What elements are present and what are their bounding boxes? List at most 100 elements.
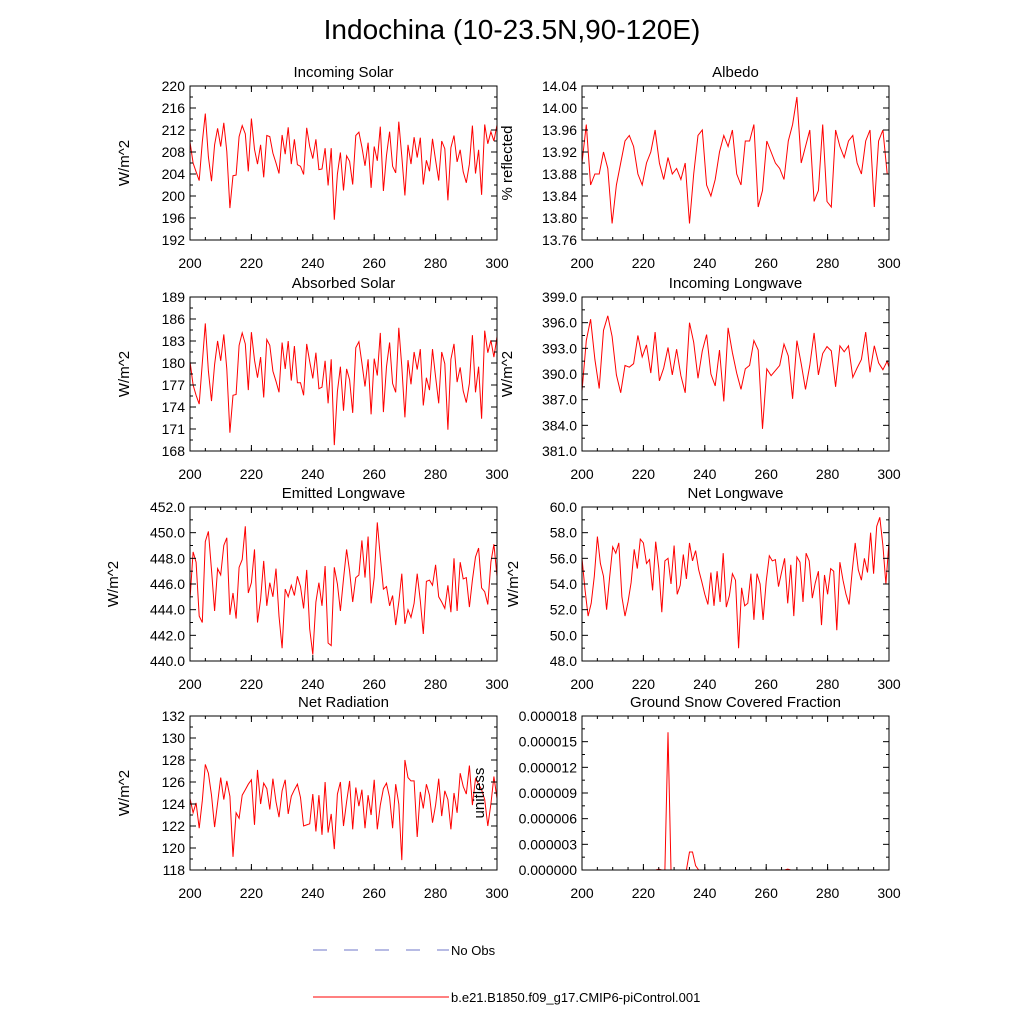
absorbed-solar-ytick-label: 168	[162, 443, 186, 459]
net-radiation-ytick-label: 124	[162, 796, 186, 812]
absorbed-solar-frame	[189, 296, 498, 452]
albedo-ylabel: % reflected	[499, 125, 516, 200]
absorbed-solar-xtick-label: 240	[301, 466, 325, 482]
legend: No Obs b.e21.B1850.f09_g17.CMIP6-piContro…	[313, 943, 700, 1005]
incoming-longwave-xtick-label: 260	[755, 466, 779, 482]
ground-snow-covered-fraction-ytick-label: 0.000000	[519, 862, 578, 878]
albedo-xtick-label: 240	[693, 255, 717, 271]
incoming-longwave-ytick-label: 387.0	[542, 392, 577, 408]
net-longwave-ytick-label: 54.0	[550, 576, 577, 592]
albedo-ytick-label: 14.00	[542, 100, 577, 116]
albedo-xtick-label: 260	[755, 255, 779, 271]
albedo-title: Albedo	[712, 64, 759, 81]
absorbed-solar-ytick-label: 186	[162, 311, 186, 327]
net-radiation-xtick-label: 300	[485, 885, 509, 901]
emitted-longwave-xtick-label: 280	[424, 676, 448, 692]
incoming-solar-xtick-label: 220	[240, 255, 264, 271]
emitted-longwave-xtick-label: 300	[485, 676, 509, 692]
ground-snow-covered-fraction-ytick-label: 0.000018	[519, 708, 578, 724]
incoming-solar-ytick-label: 204	[162, 166, 186, 182]
incoming-longwave-ytick-label: 396.0	[542, 315, 577, 331]
incoming-longwave-xtick-label: 220	[632, 466, 656, 482]
net-longwave-ylabel: W/m^2	[505, 561, 522, 607]
net-radiation-xtick-label: 240	[301, 885, 325, 901]
incoming-solar-ylabel: W/m^2	[116, 140, 133, 186]
panel-absorbed-solar: Absorbed Solar W/m^2 200 220 240 260 280 300 168…	[116, 275, 509, 482]
ground-snow-covered-fraction-series-line	[582, 732, 889, 870]
net-radiation-xtick-label: 260	[363, 885, 387, 901]
net-longwave-xtick-label: 280	[816, 676, 840, 692]
ground-snow-covered-fraction-frame	[581, 715, 890, 871]
incoming-longwave-ytick-label: 399.0	[542, 289, 577, 305]
albedo-xtick-label: 300	[877, 255, 901, 271]
net-radiation-ytick-label: 120	[162, 840, 186, 856]
net-radiation-ytick-label: 128	[162, 752, 186, 768]
net-radiation-ytick-label: 132	[162, 708, 186, 724]
net-longwave-xtick-label: 200	[570, 676, 594, 692]
albedo-xtick-label: 220	[632, 255, 656, 271]
ground-snow-covered-fraction-ytick-label: 0.000015	[519, 734, 578, 750]
emitted-longwave-ytick-label: 450.0	[150, 525, 185, 541]
emitted-longwave-ytick-label: 442.0	[150, 627, 185, 643]
net-radiation-ytick-label: 126	[162, 774, 186, 790]
absorbed-solar-xtick-label: 300	[485, 466, 509, 482]
ground-snow-covered-fraction-xtick-label: 300	[877, 885, 901, 901]
incoming-solar-ytick-label: 200	[162, 188, 186, 204]
albedo-ytick-label: 13.84	[542, 188, 577, 204]
incoming-solar-xtick-label: 280	[424, 255, 448, 271]
emitted-longwave-ytick-label: 446.0	[150, 576, 185, 592]
ground-snow-covered-fraction-xtick-label: 260	[755, 885, 779, 901]
figure-title: Indochina (10-23.5N,90-120E)	[323, 14, 701, 45]
ground-snow-covered-fraction-ylabel: unitless	[471, 768, 488, 819]
incoming-solar-frame	[189, 85, 498, 241]
albedo-ytick-label: 13.92	[542, 144, 577, 160]
incoming-longwave-title: Incoming Longwave	[669, 275, 802, 292]
ground-snow-covered-fraction-xtick-label: 240	[693, 885, 717, 901]
legend-model-label: b.e21.B1850.f09_g17.CMIP6-piControl.001	[451, 990, 700, 1005]
albedo-ytick-label: 14.04	[542, 78, 577, 94]
emitted-longwave-xtick-label: 260	[363, 676, 387, 692]
panel-incoming-longwave: Incoming Longwave W/m^2 200 220 240 260 280 300…	[499, 275, 901, 482]
emitted-longwave-ylabel: W/m^2	[105, 561, 122, 607]
absorbed-solar-xtick-label: 220	[240, 466, 264, 482]
net-radiation-series-line	[190, 759, 497, 861]
incoming-solar-ytick-label: 192	[162, 232, 186, 248]
albedo-ytick-label: 13.88	[542, 166, 577, 182]
emitted-longwave-ytick-label: 440.0	[150, 653, 185, 669]
net-radiation-ytick-label: 122	[162, 818, 186, 834]
ground-snow-covered-fraction-ytick-label: 0.000003	[519, 836, 578, 852]
absorbed-solar-ytick-label: 171	[162, 421, 186, 437]
albedo-ytick-label: 13.76	[542, 232, 577, 248]
net-longwave-ytick-label: 50.0	[550, 627, 577, 643]
incoming-solar-ytick-label: 216	[162, 100, 186, 116]
incoming-solar-title: Incoming Solar	[293, 64, 393, 81]
net-longwave-ytick-label: 58.0	[550, 525, 577, 541]
ground-snow-covered-fraction-title: Ground Snow Covered Fraction	[630, 694, 841, 711]
incoming-solar-xtick-label: 260	[363, 255, 387, 271]
emitted-longwave-ytick-label: 444.0	[150, 602, 185, 618]
emitted-longwave-series-line	[190, 522, 497, 655]
net-radiation-ylabel: W/m^2	[116, 770, 133, 816]
ground-snow-covered-fraction-xtick-label: 280	[816, 885, 840, 901]
absorbed-solar-ylabel: W/m^2	[116, 351, 133, 397]
panel-ground-snow-covered-fraction: Ground Snow Covered Fraction unitless 200 2…	[471, 694, 901, 901]
net-longwave-xtick-label: 260	[755, 676, 779, 692]
incoming-longwave-frame	[581, 296, 890, 452]
panel-emitted-longwave: Emitted Longwave W/m^2 200 220 240 260 280 300 4…	[105, 485, 509, 692]
absorbed-solar-title: Absorbed Solar	[292, 275, 395, 292]
ground-snow-covered-fraction-ytick-label: 0.000009	[519, 785, 578, 801]
albedo-xtick-label: 280	[816, 255, 840, 271]
incoming-solar-xtick-label: 300	[485, 255, 509, 271]
ground-snow-covered-fraction-ytick-label: 0.000012	[519, 759, 578, 775]
incoming-longwave-ytick-label: 384.0	[542, 417, 577, 433]
net-longwave-ytick-label: 60.0	[550, 499, 577, 515]
net-radiation-ytick-label: 130	[162, 730, 186, 746]
absorbed-solar-ytick-label: 177	[162, 377, 186, 393]
panel-incoming-solar: Incoming Solar W/m^2 200 220 240 260 280 300 192…	[116, 64, 509, 271]
incoming-solar-ytick-label: 196	[162, 210, 186, 226]
absorbed-solar-ytick-label: 180	[162, 355, 186, 371]
albedo-ytick-label: 13.80	[542, 210, 577, 226]
net-longwave-title: Net Longwave	[688, 485, 784, 502]
incoming-solar-xtick-label: 240	[301, 255, 325, 271]
emitted-longwave-xtick-label: 200	[178, 676, 202, 692]
